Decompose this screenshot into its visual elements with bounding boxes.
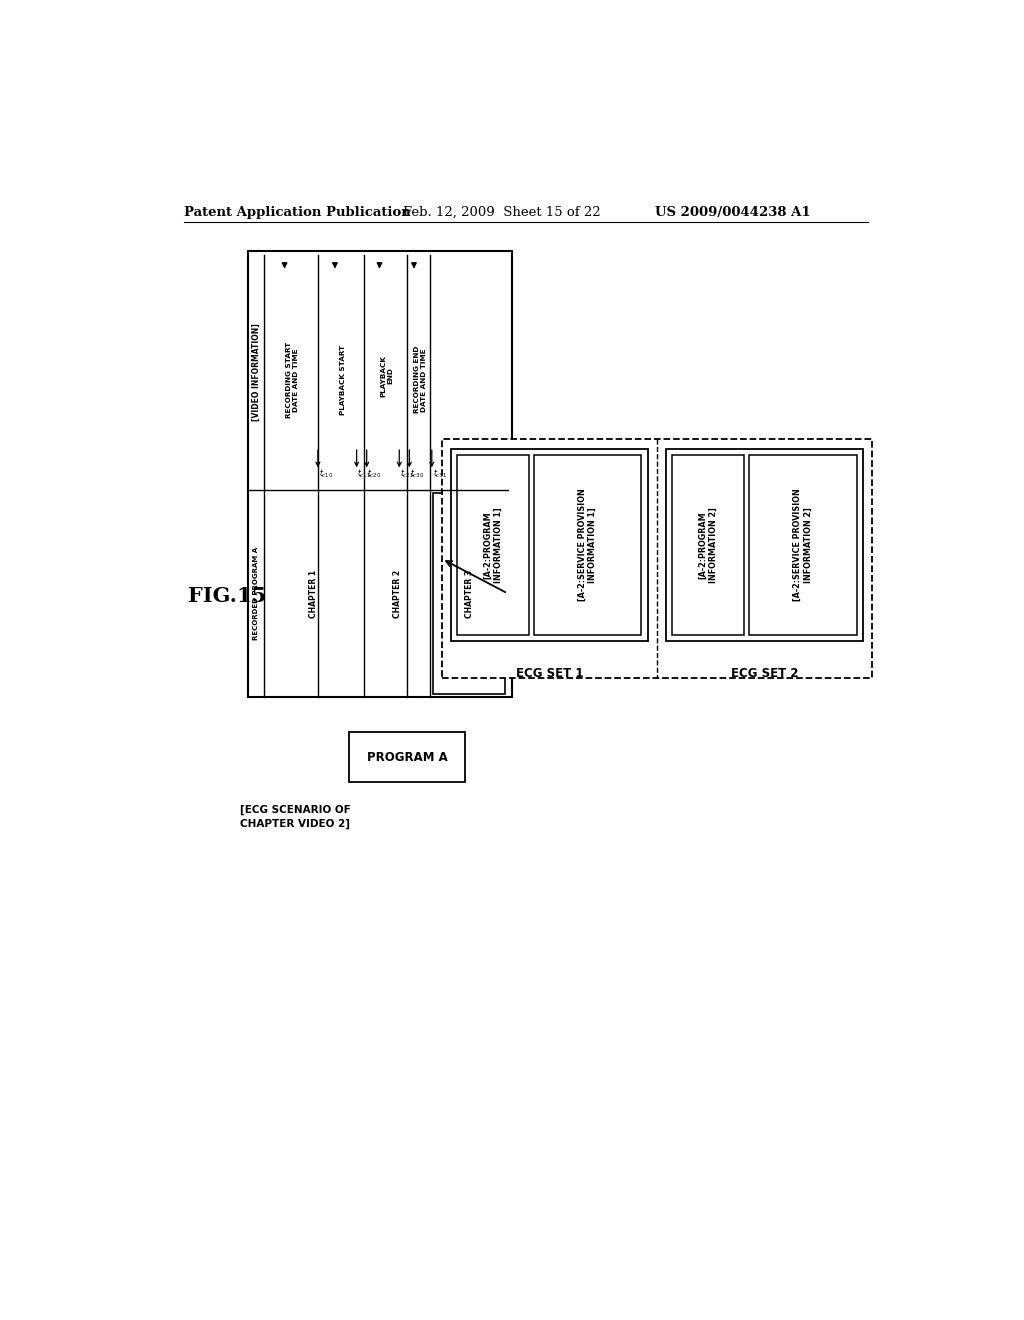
Text: PLAYBACK START: PLAYBACK START [340, 345, 346, 414]
Bar [534, 455, 641, 635]
Text: $t_{c20}$: $t_{c20}$ [368, 469, 382, 480]
Text: [A-2:SERVICE PROVISION
INFORMATION 1]: [A-2:SERVICE PROVISION INFORMATION 1] [578, 488, 597, 602]
Text: FIG.15: FIG.15 [188, 586, 266, 606]
Text: [VIDEO INFORMATION]: [VIDEO INFORMATION] [251, 323, 260, 421]
Text: RECORDING END
DATE AND TIME: RECORDING END DATE AND TIME [414, 346, 427, 413]
Text: ECG SET 2: ECG SET 2 [731, 667, 799, 680]
Bar [442, 440, 872, 678]
Bar [349, 733, 465, 781]
Text: PLAYBACK
END: PLAYBACK END [381, 355, 394, 397]
Text: Patent Application Publication: Patent Application Publication [183, 206, 411, 219]
Text: Feb. 12, 2009  Sheet 15 of 22: Feb. 12, 2009 Sheet 15 of 22 [403, 206, 601, 219]
Text: [A-2:PROGRAM
INFORMATION 1]: [A-2:PROGRAM INFORMATION 1] [483, 507, 503, 583]
Bar [749, 455, 856, 635]
Text: [A-2:PROGRAM
INFORMATION 2]: [A-2:PROGRAM INFORMATION 2] [698, 507, 718, 583]
Bar [673, 455, 744, 635]
Bar [433, 492, 505, 694]
Text: $t_{c31}$: $t_{c31}$ [432, 469, 446, 480]
Text: CHAPTER 1: CHAPTER 1 [309, 569, 318, 618]
Text: PROGRAM A: PROGRAM A [367, 751, 447, 763]
Text: RECORDED PROGRAM A: RECORDED PROGRAM A [253, 546, 259, 640]
Bar [458, 455, 529, 635]
Bar [452, 449, 647, 642]
Text: CHAPTER 3: CHAPTER 3 [465, 569, 473, 618]
Text: $t_{c30}$: $t_{c30}$ [410, 469, 425, 480]
Text: $t_{c21}$: $t_{c21}$ [400, 469, 415, 480]
Text: [ECG SCENARIO OF
CHAPTER VIDEO 2]: [ECG SCENARIO OF CHAPTER VIDEO 2] [241, 805, 351, 829]
Text: [A-2:SERVICE PROVISION
INFORMATION 2]: [A-2:SERVICE PROVISION INFORMATION 2] [793, 488, 812, 602]
Text: CHAPTER 2: CHAPTER 2 [393, 569, 401, 618]
Bar [248, 251, 512, 697]
Text: ECG SET 1: ECG SET 1 [516, 667, 583, 680]
Text: $t_{c10}$: $t_{c10}$ [318, 469, 333, 480]
Bar [667, 449, 862, 642]
Text: $t_{c11}$: $t_{c11}$ [357, 469, 372, 480]
Text: RECORDING START
DATE AND TIME: RECORDING START DATE AND TIME [286, 342, 299, 418]
Text: US 2009/0044238 A1: US 2009/0044238 A1 [655, 206, 811, 219]
